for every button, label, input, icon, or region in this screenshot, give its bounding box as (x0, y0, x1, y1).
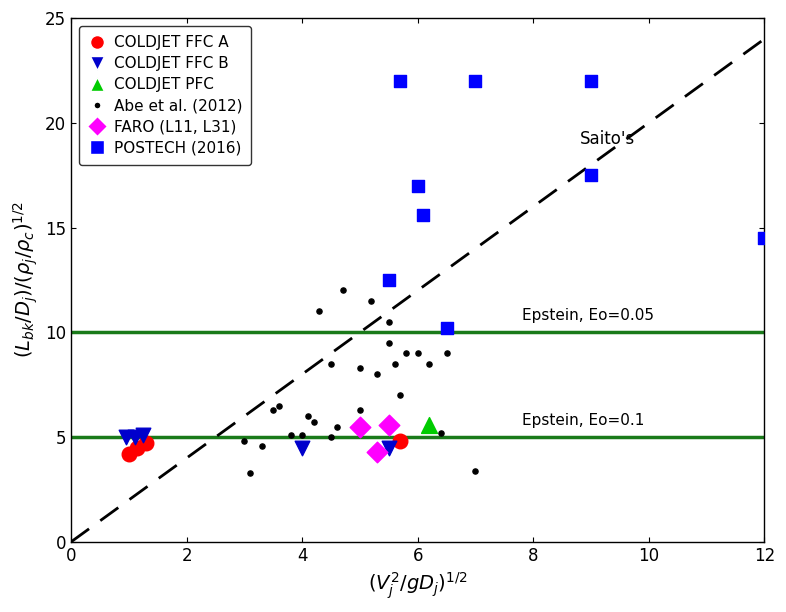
Point (273, 401, 285, 411)
Point (435, 428, 447, 438)
Point (255, 441, 268, 450)
Point (411, 348, 424, 358)
Point (440, 323, 453, 333)
Point (354, 363, 366, 373)
X-axis label: $(V_j^2/gD_j)^{1/2}$: $(V_j^2/gD_j)^{1/2}$ (368, 570, 468, 601)
Point (313, 307, 325, 316)
Point (469, 76, 482, 86)
Point (296, 430, 308, 440)
Point (383, 442, 395, 452)
Point (394, 436, 406, 446)
Point (302, 411, 314, 421)
Point (330, 422, 343, 431)
Point (383, 275, 395, 285)
Point (238, 436, 251, 446)
Point (423, 420, 435, 430)
Point (137, 430, 149, 440)
Point (383, 420, 395, 430)
Point (400, 348, 413, 358)
Point (394, 390, 406, 400)
Point (244, 468, 256, 477)
Point (119, 432, 132, 442)
Text: Saito's: Saito's (579, 130, 634, 148)
Point (371, 370, 384, 379)
Point (383, 317, 395, 327)
Point (325, 359, 337, 368)
Point (354, 422, 366, 431)
Point (267, 405, 280, 415)
Point (388, 359, 401, 368)
Point (411, 181, 424, 190)
Point (285, 430, 297, 440)
Point (371, 447, 384, 457)
Point (128, 432, 141, 442)
Point (123, 449, 135, 459)
Point (325, 432, 337, 442)
Point (758, 233, 770, 243)
Point (417, 210, 430, 220)
Point (383, 338, 395, 348)
Point (585, 76, 597, 86)
Point (469, 466, 482, 476)
Text: Epstein, Eo=0.05: Epstein, Eo=0.05 (522, 308, 654, 323)
Legend: COLDJET FFC A, COLDJET FFC B, COLDJET PFC, Abe et al. (2012), FARO (L11, L31), P: COLDJET FFC A, COLDJET FFC B, COLDJET PF… (79, 26, 252, 165)
Point (365, 296, 378, 306)
Text: Epstein, Eo=0.1: Epstein, Eo=0.1 (522, 412, 644, 428)
Point (307, 417, 320, 427)
Point (354, 405, 366, 415)
Point (423, 359, 435, 368)
Point (585, 170, 597, 180)
Point (336, 286, 349, 296)
Point (140, 439, 152, 449)
Point (131, 442, 144, 452)
Point (440, 348, 453, 358)
Point (394, 76, 406, 86)
Y-axis label: $(L_{bk}/D_j)/(\rho_j/\rho_c)^{1/2}$: $(L_{bk}/D_j)/(\rho_j/\rho_c)^{1/2}$ (11, 201, 39, 359)
Point (296, 442, 308, 452)
